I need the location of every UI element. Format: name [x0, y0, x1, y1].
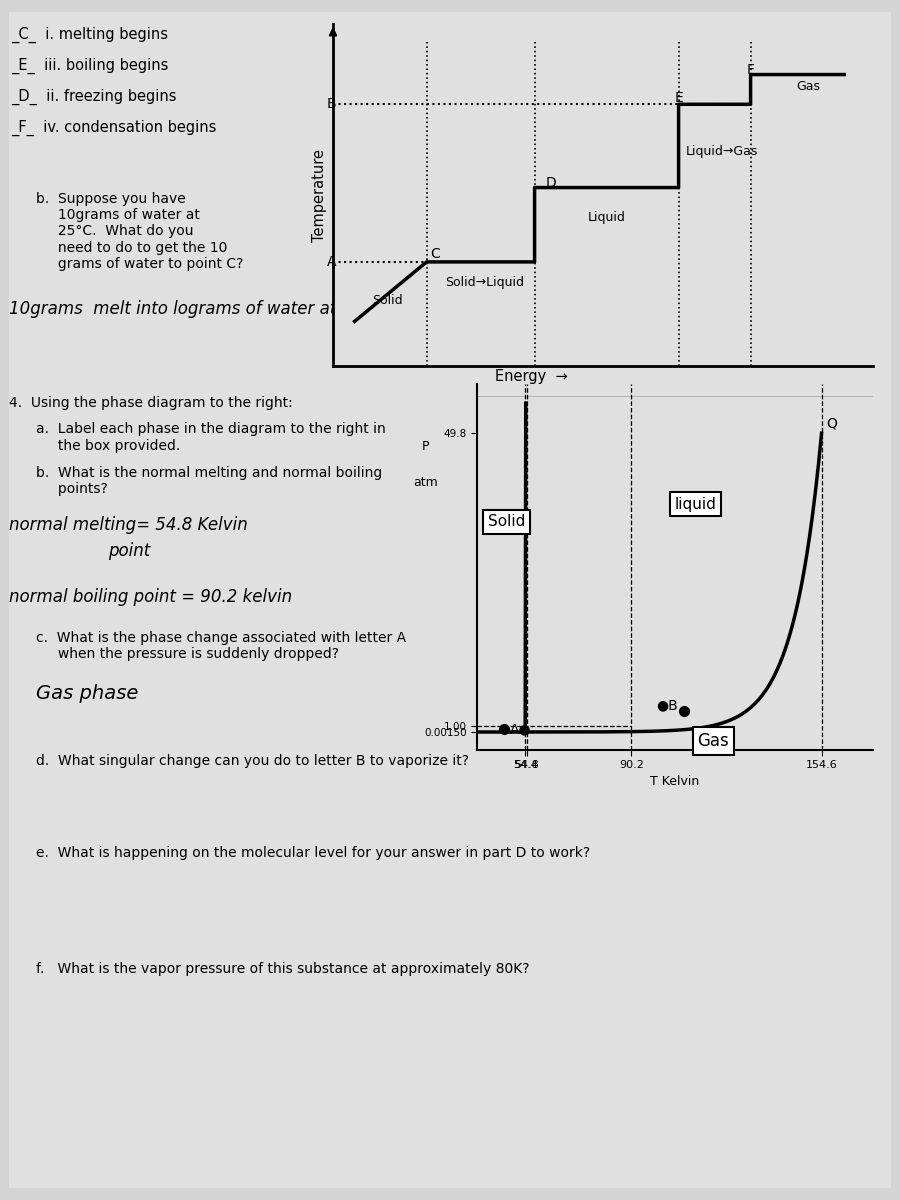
Text: 10grams  melt into lograms of water at point c.: 10grams melt into lograms of water at po… — [9, 300, 403, 318]
Text: _D_  ii. freezing begins: _D_ ii. freezing begins — [11, 89, 176, 106]
Text: Solid: Solid — [372, 294, 402, 307]
Text: f.   What is the vapor pressure of this substance at approximately 80K?: f. What is the vapor pressure of this su… — [36, 962, 529, 977]
Text: Solid→Liquid: Solid→Liquid — [445, 276, 524, 289]
Text: D: D — [545, 176, 556, 190]
Text: liquid: liquid — [675, 497, 716, 511]
Text: C: C — [430, 247, 440, 262]
Y-axis label: Temperature: Temperature — [312, 149, 328, 241]
Text: _F_  iv. condensation begins: _F_ iv. condensation begins — [11, 120, 216, 137]
Text: _C_  i. melting begins: _C_ i. melting begins — [11, 26, 167, 43]
Text: A●: A● — [509, 722, 531, 737]
Text: b.  Suppose you have
     10grams of water at
     25°C.  What do you
     need : b. Suppose you have 10grams of water at … — [36, 192, 243, 271]
Text: Gas: Gas — [796, 80, 820, 92]
Text: normal boiling point = 90.2 kelvin: normal boiling point = 90.2 kelvin — [9, 588, 292, 606]
Text: Solid: Solid — [488, 515, 526, 529]
Text: d.  What singular change can you do to letter B to vaporize it?: d. What singular change can you do to le… — [36, 754, 469, 768]
Text: atm: atm — [413, 476, 438, 490]
Text: Gas: Gas — [698, 732, 729, 750]
Text: normal melting= 54.8 Kelvin: normal melting= 54.8 Kelvin — [9, 516, 248, 534]
Text: a.  Label each phase in the diagram to the right in
     the box provided.: a. Label each phase in the diagram to th… — [36, 422, 386, 452]
Text: point: point — [108, 542, 150, 560]
Text: B: B — [327, 97, 337, 112]
Text: c.  What is the phase change associated with letter A
     when the pressure is : c. What is the phase change associated w… — [36, 631, 406, 661]
Text: P: P — [422, 440, 429, 452]
Text: e.  What is happening on the molecular level for your answer in part D to work?: e. What is happening on the molecular le… — [36, 846, 590, 860]
X-axis label: T Kelvin: T Kelvin — [651, 774, 699, 787]
Text: b.  What is the normal melting and normal boiling
     points?: b. What is the normal melting and normal… — [36, 466, 382, 496]
Text: A: A — [327, 254, 337, 269]
Text: ●B: ●B — [656, 698, 678, 712]
FancyBboxPatch shape — [9, 12, 891, 1188]
Text: Liquid: Liquid — [588, 211, 626, 224]
X-axis label: Energy  →: Energy → — [495, 368, 568, 384]
Text: 4.  Using the phase diagram to the right:: 4. Using the phase diagram to the right: — [9, 396, 292, 410]
Text: F: F — [747, 64, 755, 77]
Text: Gas phase: Gas phase — [36, 684, 139, 703]
Text: _E_  iii. boiling begins: _E_ iii. boiling begins — [11, 58, 168, 74]
Text: E: E — [675, 91, 684, 106]
Text: Q: Q — [826, 416, 837, 431]
Text: Liquid→Gas: Liquid→Gas — [686, 145, 758, 158]
